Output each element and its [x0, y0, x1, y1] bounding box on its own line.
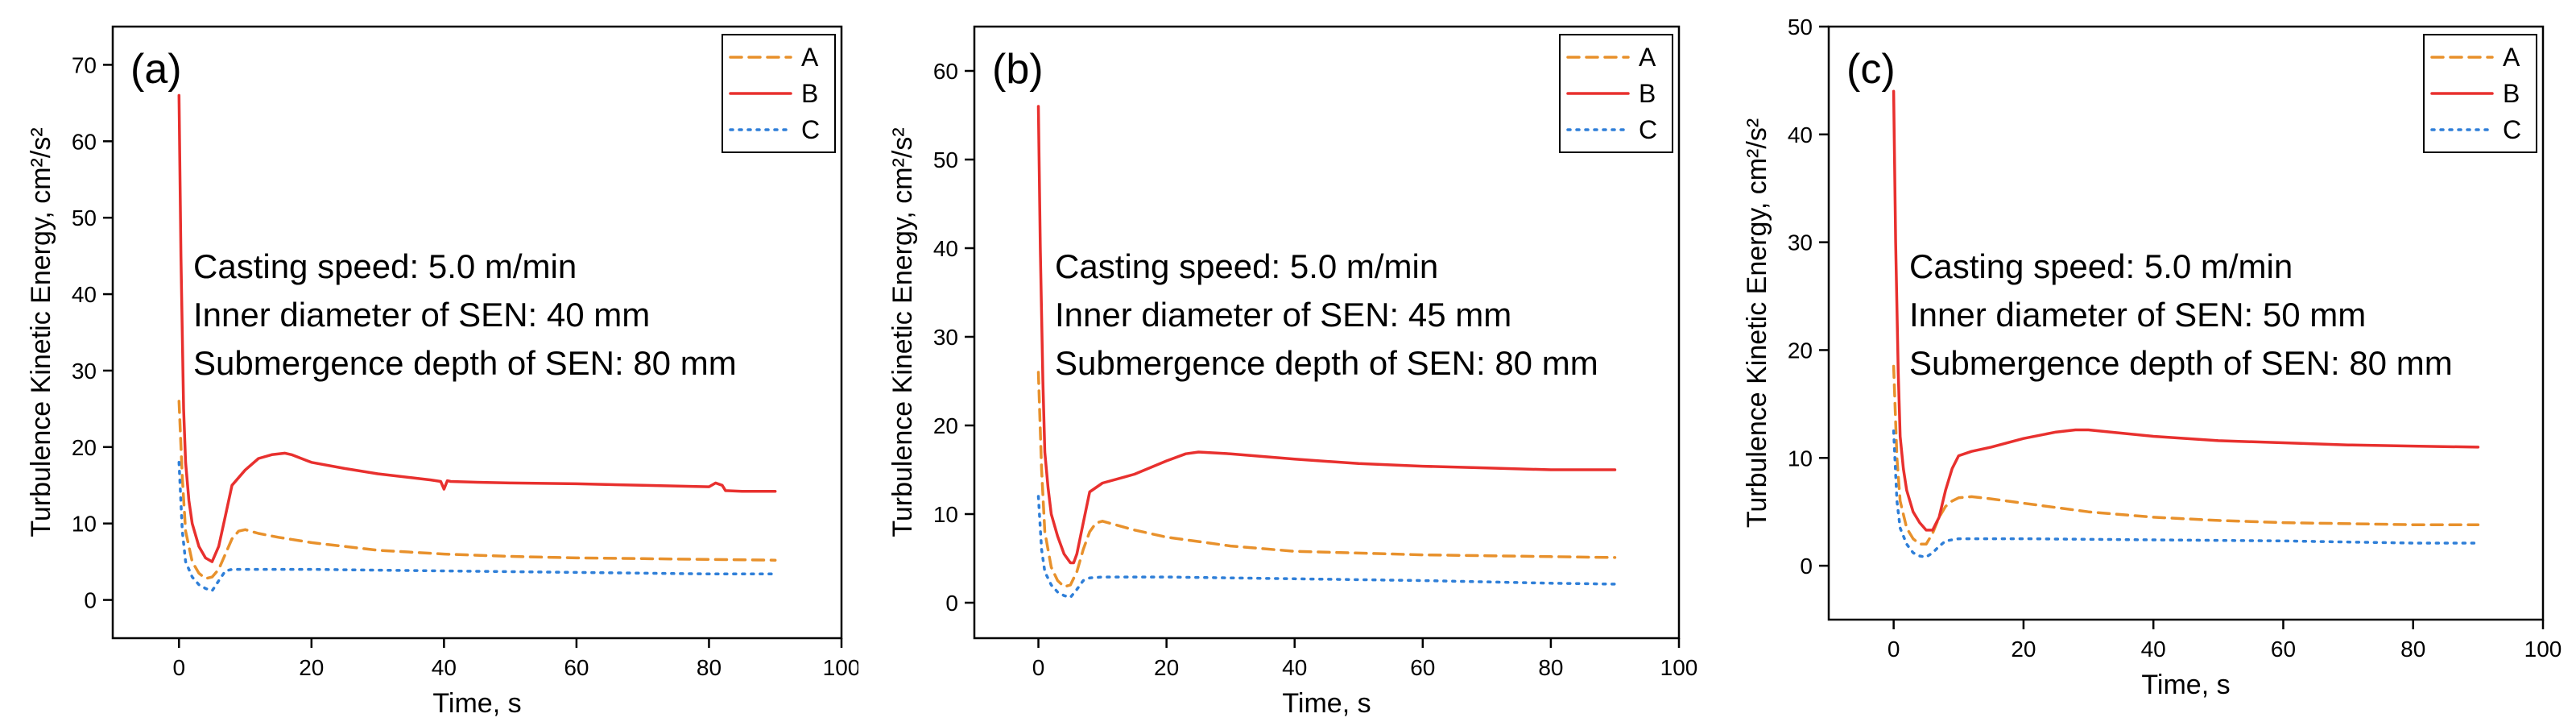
- y-tick-label: 30: [1788, 230, 1813, 255]
- chart-panel-c: 0 20 40 60 80 100 0 10 20 30 40 50 Time, s Turbulence…: [1742, 15, 2562, 700]
- x-tick-label: 100: [2524, 637, 2562, 662]
- legend-label: B: [2503, 79, 2520, 108]
- series-line-B: [1036, 105, 1617, 565]
- legend-label: C: [2503, 115, 2521, 144]
- y-tick-label: 70: [72, 52, 97, 77]
- x-tick-label: 100: [823, 655, 858, 680]
- x-tick-label: 80: [697, 655, 722, 680]
- y-tick-label: 0: [84, 588, 97, 613]
- annotation-line: Submergence depth of SEN: 80 mm: [1055, 344, 1598, 382]
- series-line-C: [1892, 429, 2480, 559]
- chart-panel-a: 0 20 40 60 80 100 0 10 20 30 40 50 60 70 Time, s Turbul…: [26, 25, 858, 719]
- y-tick-label: 20: [72, 435, 97, 460]
- legend-label: A: [801, 43, 819, 72]
- y-tick-label: 60: [933, 59, 958, 84]
- y-tick-label: 20: [933, 413, 958, 438]
- x-tick-label: 40: [432, 655, 457, 680]
- series-line-A: [1036, 371, 1617, 588]
- series-line-B: [177, 93, 777, 563]
- y-tick-label: 40: [1788, 122, 1813, 147]
- x-axis-label: Time, s: [1282, 688, 1371, 719]
- plot-frame: [1827, 25, 2545, 621]
- annotation-line: Submergence depth of SEN: 80 mm: [1909, 344, 2453, 382]
- series-line-A: [177, 400, 777, 580]
- panel-label: (b): [992, 46, 1044, 93]
- y-axis-label: Turbulence Kinetic Energy, cm²/s²: [887, 127, 918, 537]
- legend-label: A: [2503, 43, 2520, 72]
- y-tick-label: 40: [72, 282, 97, 307]
- y-tick-label: 10: [1788, 446, 1813, 471]
- y-tick-label: 0: [945, 591, 958, 616]
- x-axis-label: Time, s: [432, 688, 521, 719]
- y-axis-label: Turbulence Kinetic Energy, cm²/s²: [26, 127, 56, 537]
- panel-label: (a): [130, 46, 182, 93]
- x-tick-label: 60: [1410, 655, 1435, 680]
- plot-frame: [973, 25, 1681, 640]
- annotation-line: Inner diameter of SEN: 45 mm: [1055, 296, 1511, 334]
- panel-label: (c): [1846, 46, 1896, 93]
- x-tick-label: 80: [1538, 655, 1563, 680]
- annotation-line: Casting speed: 5.0 m/min: [1909, 247, 2293, 285]
- legend-label: B: [1639, 79, 1656, 108]
- y-tick-label: 20: [1788, 338, 1813, 363]
- x-tick-label: 40: [1282, 655, 1307, 680]
- series-line-B: [1892, 89, 2480, 532]
- x-tick-label: 0: [1032, 655, 1045, 680]
- x-tick-label: 40: [2141, 637, 2166, 662]
- y-tick-label: 10: [72, 512, 97, 537]
- x-tick-label: 20: [299, 655, 324, 680]
- y-axis-label: Turbulence Kinetic Energy, cm²/s²: [1742, 118, 1772, 528]
- legend-label: C: [801, 115, 820, 144]
- plot-frame: [111, 25, 843, 640]
- legend-label: A: [1639, 43, 1656, 72]
- y-tick-label: 60: [72, 129, 97, 154]
- annotation-line: Inner diameter of SEN: 50 mm: [1909, 296, 2366, 334]
- x-tick-label: 60: [564, 655, 589, 680]
- y-tick-label: 30: [72, 359, 97, 384]
- series-line-C: [1036, 495, 1617, 599]
- y-tick-label: 50: [933, 147, 958, 172]
- annotation-line: Casting speed: 5.0 m/min: [193, 247, 577, 285]
- x-tick-label: 0: [1888, 637, 1900, 662]
- x-tick-label: 60: [2271, 637, 2296, 662]
- x-axis-label: Time, s: [2141, 670, 2230, 700]
- y-tick-label: 0: [1800, 554, 1813, 579]
- x-tick-label: 20: [2011, 637, 2036, 662]
- x-tick-label: 80: [2400, 637, 2425, 662]
- annotation-line: Submergence depth of SEN: 80 mm: [193, 344, 737, 382]
- y-tick-label: 50: [1788, 15, 1813, 39]
- annotation-line: Inner diameter of SEN: 40 mm: [193, 296, 650, 334]
- x-tick-label: 20: [1154, 655, 1179, 680]
- x-tick-label: 100: [1660, 655, 1698, 680]
- series-line-C: [177, 461, 777, 592]
- series-line-A: [1892, 364, 2480, 546]
- y-tick-label: 40: [933, 236, 958, 261]
- y-tick-label: 30: [933, 325, 958, 350]
- y-tick-label: 50: [72, 205, 97, 230]
- chart-panel-b: 0 20 40 60 80 100 0 10 20 30 40 50 60 Time, s Turbulen…: [887, 25, 1698, 719]
- legend-label: B: [801, 79, 818, 108]
- x-tick-label: 0: [172, 655, 185, 680]
- legend-label: C: [1639, 115, 1657, 144]
- annotation-line: Casting speed: 5.0 m/min: [1055, 247, 1438, 285]
- y-tick-label: 10: [933, 502, 958, 527]
